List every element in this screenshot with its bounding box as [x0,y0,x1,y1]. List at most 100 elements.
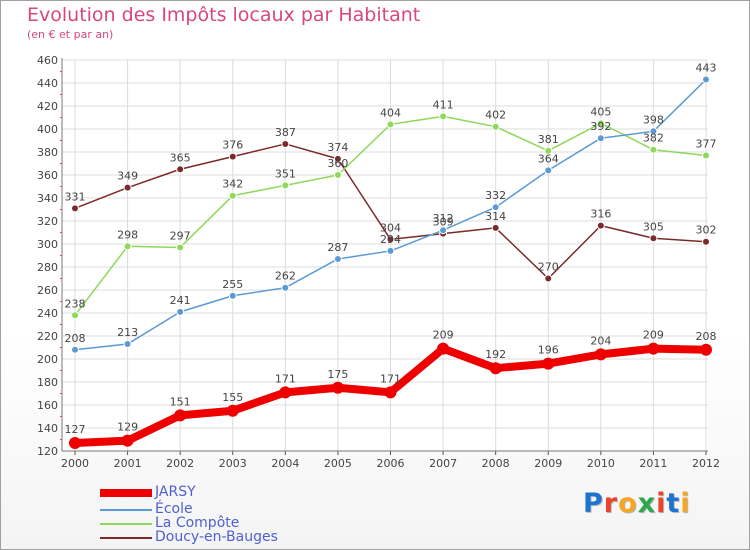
y-tick-label: 440 [37,77,58,90]
data-point [439,112,448,121]
data-point [594,348,607,361]
y-tick-label: 460 [37,54,58,67]
data-label: 192 [485,348,506,361]
x-tick-label: 2012 [692,457,720,470]
data-point [71,204,79,213]
data-label: 175 [327,368,348,381]
data-label: 349 [117,170,138,183]
y-tick-label: 200 [37,353,58,366]
legend-swatch [100,489,152,497]
y-tick-label: 420 [37,100,58,113]
data-label: 382 [643,132,664,145]
data-label: 196 [538,344,559,357]
data-label: 314 [485,210,506,223]
data-label: 255 [222,278,243,291]
data-label: 297 [170,229,191,242]
data-point [437,342,450,355]
data-label: 398 [643,113,664,126]
data-label: 332 [485,189,506,202]
data-point [333,171,342,179]
data-label: 262 [275,270,296,283]
data-point [596,221,605,230]
legend-swatch [100,509,152,511]
legend-swatch [100,523,152,525]
data-point [174,409,187,422]
legend-label: École [155,501,193,517]
y-tick-label: 120 [37,445,58,458]
x-tick-label: 2000 [61,457,89,470]
data-point [542,357,555,370]
data-point [489,362,502,375]
data-point [71,311,79,320]
data-point [491,122,500,131]
data-label: 294 [380,233,401,246]
x-tick-label: 2009 [534,457,562,470]
data-point [176,165,185,174]
data-label: 208 [65,332,86,345]
data-point [491,203,500,212]
data-point [176,307,185,316]
data-point [123,183,132,192]
data-label: 331 [65,190,86,203]
y-tick-label: 380 [37,146,58,159]
data-label: 302 [696,224,717,237]
data-label: 155 [222,391,243,404]
data-label: 270 [538,261,559,274]
data-label: 377 [696,137,717,150]
data-label: 342 [222,178,243,191]
data-point [71,345,79,354]
data-point [386,235,395,244]
x-tick-label: 2001 [114,457,142,470]
data-point [596,119,605,128]
y-tick-label: 260 [37,284,58,297]
data-point [228,191,237,200]
data-point [649,145,658,154]
data-point [333,154,342,163]
y-tick-label: 180 [37,376,58,389]
data-label: 304 [380,221,401,234]
data-label: 443 [696,62,717,75]
data-label: 360 [327,157,348,170]
data-label: 238 [65,297,86,310]
data-label: 298 [117,228,138,241]
data-label: 404 [380,106,401,119]
x-tick-label: 2004 [271,457,299,470]
data-point [544,146,553,155]
data-point [281,181,290,190]
data-point [123,340,132,349]
data-point [176,243,185,252]
data-label: 241 [170,294,191,307]
data-point [544,274,553,283]
x-tick-label: 2008 [482,457,510,470]
data-label: 381 [538,133,559,146]
data-point [69,436,81,449]
legend-label: La Compôte [155,515,240,531]
data-label: 151 [170,395,191,408]
x-tick-label: 2007 [429,457,457,470]
data-label: 351 [275,167,296,180]
data-label: 213 [117,326,138,339]
data-label: 129 [117,421,138,434]
data-label: 387 [275,126,296,139]
x-tick-label: 2006 [377,457,405,470]
data-point [123,242,132,251]
y-tick-label: 280 [37,261,58,274]
data-point [228,291,237,300]
data-label: 287 [327,241,348,254]
legend-label: Doucy-en-Bauges [155,529,278,545]
x-tick-label: 2011 [639,457,667,470]
data-point [279,386,292,399]
data-label: 171 [275,372,296,385]
data-point [121,434,134,447]
data-point [491,223,500,232]
x-tick-label: 2010 [587,457,615,470]
y-tick-label: 140 [37,422,58,435]
x-tick-label: 2005 [324,457,352,470]
data-label: 312 [433,212,454,225]
data-label: 209 [643,329,664,342]
data-label: 374 [327,141,348,154]
data-point [333,254,342,263]
data-point [596,134,605,143]
data-label: 376 [222,139,243,152]
